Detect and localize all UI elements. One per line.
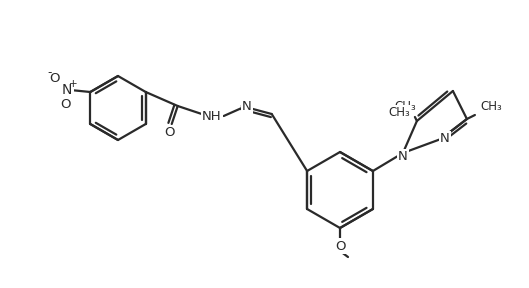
Text: N: N bbox=[398, 151, 408, 164]
Text: CH₃: CH₃ bbox=[480, 101, 502, 113]
Text: O: O bbox=[335, 240, 345, 253]
Text: CH₃: CH₃ bbox=[394, 101, 416, 113]
Text: -: - bbox=[47, 67, 51, 79]
Text: NH: NH bbox=[202, 109, 222, 122]
Text: O: O bbox=[165, 126, 175, 139]
Text: N: N bbox=[440, 132, 450, 145]
Text: O: O bbox=[60, 98, 70, 111]
Text: N: N bbox=[242, 99, 252, 113]
Text: N: N bbox=[62, 83, 72, 97]
Text: CH₃: CH₃ bbox=[388, 107, 410, 120]
Text: O: O bbox=[49, 71, 60, 84]
Text: +: + bbox=[69, 79, 78, 89]
